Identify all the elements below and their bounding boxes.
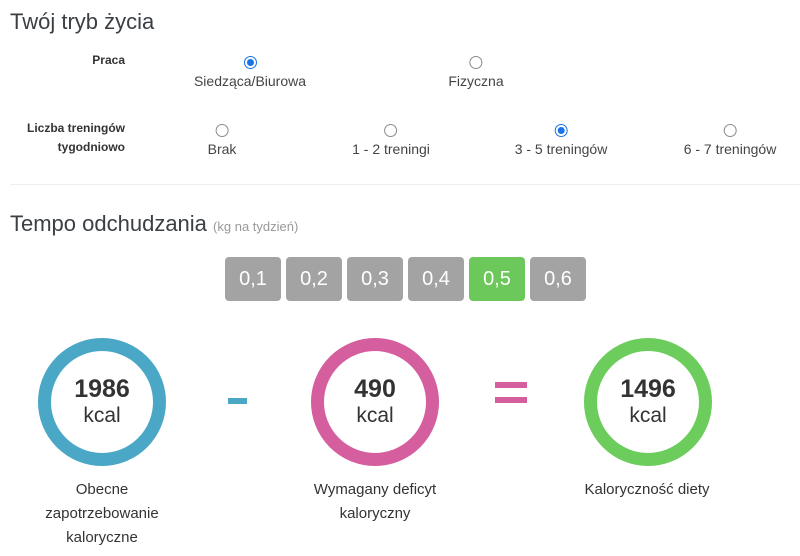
radio-button[interactable] xyxy=(723,124,737,137)
pace-title-text: Tempo odchudzania xyxy=(10,211,207,236)
radio-label: Siedząca/Biurowa xyxy=(193,73,307,89)
radio-button[interactable] xyxy=(469,56,483,69)
diet-calories-unit: kcal xyxy=(629,404,667,427)
section-divider xyxy=(10,184,800,185)
current-demand-unit: kcal xyxy=(83,404,121,427)
trainings-option-3-5[interactable]: 3 - 5 treningów xyxy=(514,124,608,157)
lifestyle-title: Twój tryb życia xyxy=(10,9,155,34)
deficit-value: 490 xyxy=(354,375,396,403)
diet-calories-value: 1496 xyxy=(620,375,676,403)
pace-button-group: 0,1 0,2 0,3 0,4 0,5 0,6 xyxy=(225,257,586,301)
pace-unit: (kg na tydzień) xyxy=(213,219,299,234)
radio-label: Brak xyxy=(207,141,237,157)
work-label: Praca xyxy=(92,53,125,67)
diet-calories-caption: Kaloryczność diety xyxy=(584,478,709,502)
current-demand-caption: Obecne zapotrzebowanie kaloryczne xyxy=(45,478,158,550)
work-option-sedentary[interactable]: Siedząca/Biurowa xyxy=(194,56,306,89)
radio-button[interactable] xyxy=(215,124,229,137)
trainings-option-1-2[interactable]: 1 - 2 treningi xyxy=(352,124,430,157)
radio-label: 1 - 2 treningi xyxy=(352,141,430,157)
deficit-unit: kcal xyxy=(356,404,394,427)
radio-label: Fizyczna xyxy=(448,73,504,89)
work-option-physical[interactable]: Fizyczna xyxy=(448,56,504,89)
trainings-option-none[interactable]: Brak xyxy=(207,124,237,157)
deficit-ring: 490 kcal xyxy=(311,338,439,466)
radio-button-checked[interactable] xyxy=(554,124,568,137)
radio-label: 6 - 7 treningów xyxy=(683,141,777,157)
pace-button-0-2[interactable]: 0,2 xyxy=(286,257,342,301)
caption-line: kaloryczny xyxy=(339,505,411,522)
pace-button-0-4[interactable]: 0,4 xyxy=(408,257,464,301)
equals-operator-icon xyxy=(495,382,527,406)
caption-line: kaloryczne xyxy=(66,529,138,546)
radio-button-checked[interactable] xyxy=(243,56,257,69)
pace-button-0-1[interactable]: 0,1 xyxy=(225,257,281,301)
radio-label: 3 - 5 treningów xyxy=(514,141,608,157)
equals-bar-top xyxy=(495,382,527,388)
trainings-option-6-7[interactable]: 6 - 7 treningów xyxy=(683,124,777,157)
trainings-label-line2: tygodniowo xyxy=(57,140,125,154)
caption-line: Kaloryczność diety xyxy=(584,481,710,498)
pace-button-0-5-selected[interactable]: 0,5 xyxy=(469,257,525,301)
caption-line: Wymagany deficyt xyxy=(313,481,437,498)
deficit-caption: Wymagany deficyt kaloryczny xyxy=(314,478,436,526)
pace-title: Tempo odchudzania (kg na tydzień) xyxy=(10,211,298,237)
current-demand-ring: 1986 kcal xyxy=(38,338,166,466)
equals-bar-bottom xyxy=(495,397,527,403)
pace-button-0-3[interactable]: 0,3 xyxy=(347,257,403,301)
caption-line: Obecne xyxy=(75,481,129,498)
trainings-label: Liczba treningów tygodniowo xyxy=(8,119,125,157)
current-demand-value: 1986 xyxy=(74,375,130,403)
trainings-label-line1: Liczba treningów xyxy=(26,121,125,135)
pace-button-0-6[interactable]: 0,6 xyxy=(530,257,586,301)
caption-line: zapotrzebowanie xyxy=(45,505,159,522)
diet-calories-ring: 1496 kcal xyxy=(584,338,712,466)
radio-button[interactable] xyxy=(384,124,398,137)
minus-operator-icon xyxy=(228,398,247,404)
